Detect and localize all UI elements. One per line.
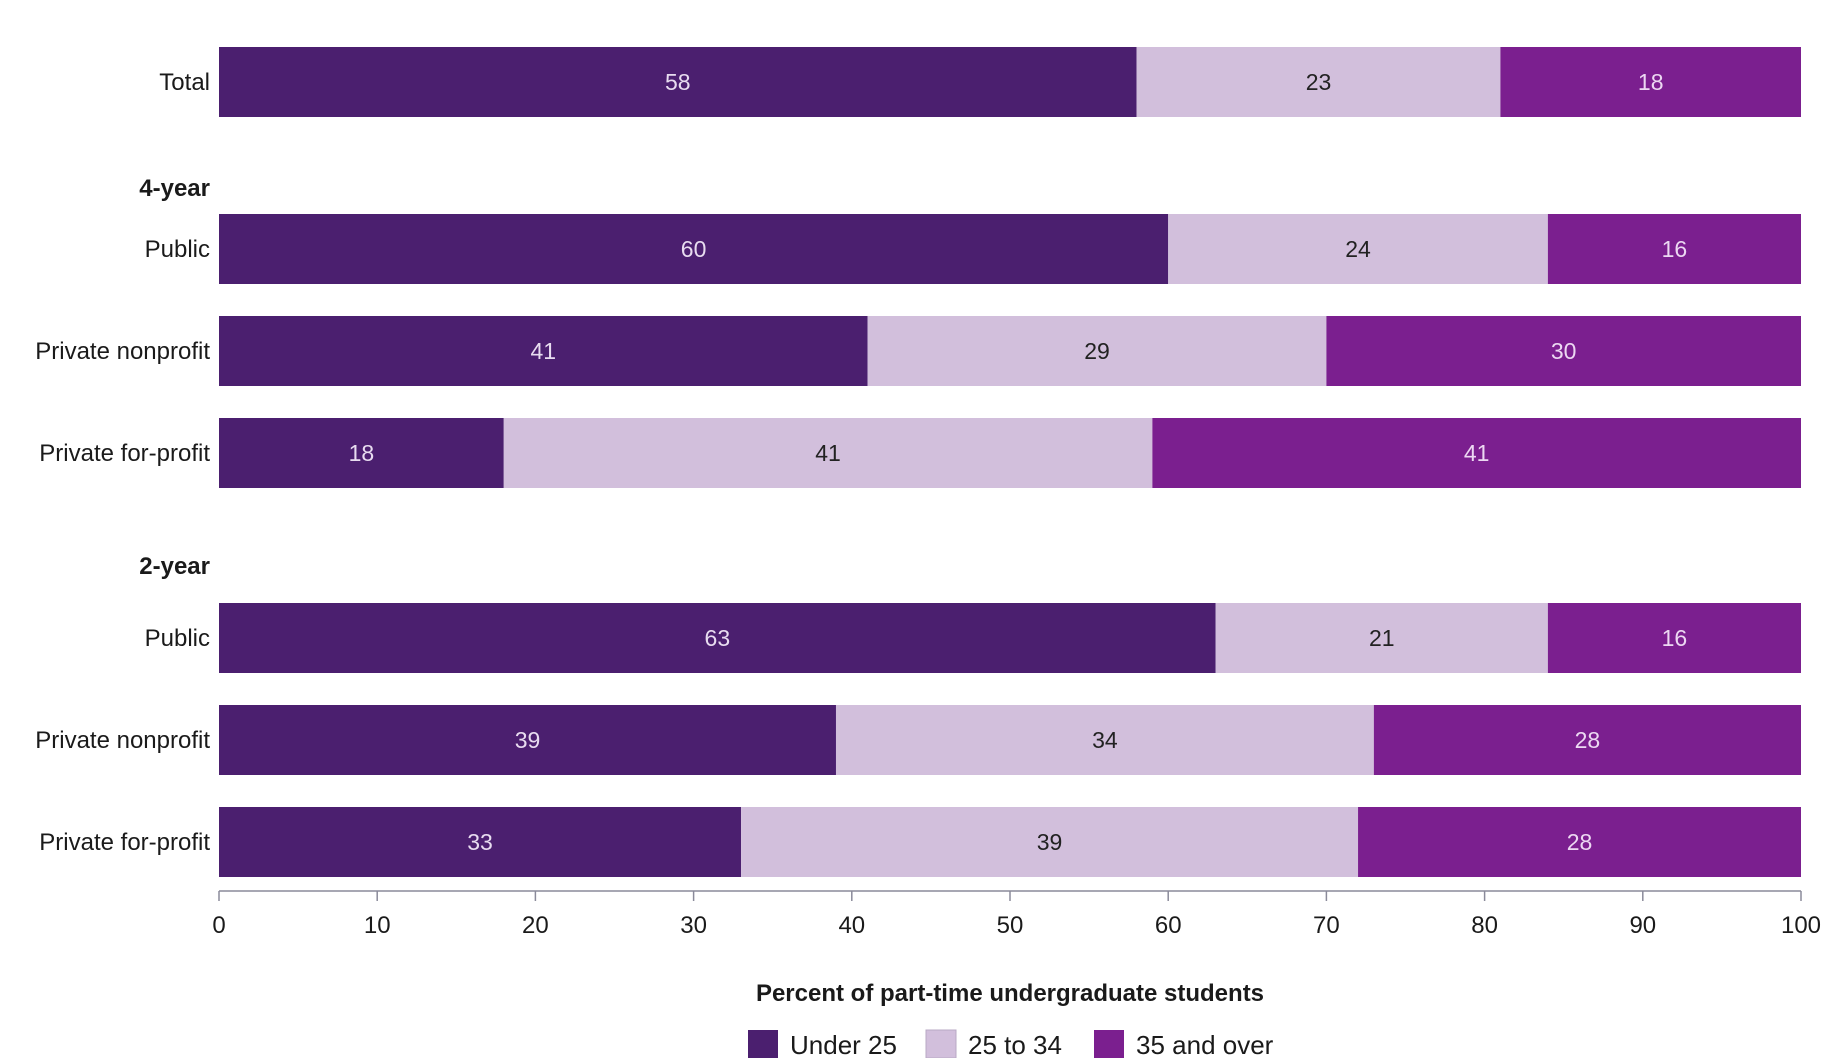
bar-segment [1547, 603, 1801, 673]
x-tick-label: 70 [1313, 912, 1340, 939]
bar-segment [219, 705, 836, 775]
data-label: 16 [1662, 625, 1688, 651]
bar-segment [1215, 603, 1548, 673]
data-label: 39 [1037, 829, 1063, 855]
category-label: Public [145, 236, 210, 263]
x-tick-label: 50 [997, 912, 1024, 939]
bar-segment [219, 214, 1169, 284]
x-tick-label: 90 [1629, 912, 1656, 939]
category-label: Total [159, 69, 210, 96]
x-tick-label: 80 [1471, 912, 1498, 939]
data-label: 58 [665, 69, 691, 95]
x-tick-label: 60 [1155, 912, 1182, 939]
category-label: Private nonprofit [35, 727, 210, 754]
data-label: 28 [1567, 829, 1593, 855]
data-label: 23 [1306, 69, 1332, 95]
bar-segment [1358, 807, 1801, 877]
data-label: 63 [705, 625, 731, 651]
data-label: 33 [467, 829, 493, 855]
data-label: 39 [515, 727, 541, 753]
x-tick-label: 10 [364, 912, 391, 939]
legend-label: 25 to 34 [968, 1030, 1062, 1058]
data-label: 21 [1369, 625, 1395, 651]
legend-swatch [1094, 1030, 1124, 1058]
x-tick-label: 100 [1781, 912, 1821, 939]
data-label: 29 [1084, 338, 1110, 364]
data-label: 41 [815, 440, 841, 466]
bar-segment [1152, 418, 1801, 488]
group-label: 4-year [139, 175, 210, 202]
bar-segment [1500, 47, 1801, 117]
x-tick-label: 20 [522, 912, 549, 939]
bars-layer: 58 23 18 60 24 16 41 29 30 18 41 41 63 21 16 39 34 28 33 39… [219, 47, 1801, 877]
bar-segment [1373, 705, 1801, 775]
data-label: 24 [1345, 236, 1371, 262]
bar-segment [503, 418, 1153, 488]
bar-segment [1136, 47, 1501, 117]
bar-segment [219, 316, 868, 386]
bar-segment [1547, 214, 1801, 284]
bar-segment [219, 47, 1137, 117]
data-label: 16 [1662, 236, 1688, 262]
legend-swatch [925, 1029, 957, 1058]
bar-segment [1168, 214, 1548, 284]
data-label: 18 [1638, 69, 1664, 95]
bar-segment [867, 316, 1327, 386]
bar-segment [219, 603, 1216, 673]
data-label: 41 [531, 338, 557, 364]
legend-label: Under 25 [790, 1030, 897, 1058]
x-tick-label: 30 [680, 912, 707, 939]
data-label: 30 [1551, 338, 1577, 364]
data-label: 34 [1092, 727, 1118, 753]
category-labels: Total 4-year Public Private nonprofit Privat… [35, 69, 210, 856]
data-label: 18 [349, 440, 375, 466]
legend: Under 25 25 to 34 35 and over [748, 1029, 1274, 1058]
legend-swatch [748, 1030, 778, 1058]
bar-segment [219, 418, 504, 488]
bar-segment [219, 807, 742, 877]
x-axis: 0 10 20 30 40 50 60 70 80 90 100 [212, 890, 1821, 939]
data-label: 41 [1464, 440, 1490, 466]
bar-segment [1326, 316, 1801, 386]
bar-segment [835, 705, 1374, 775]
bar-segment [741, 807, 1359, 877]
x-axis-title: Percent of part-time undergraduate stude… [756, 980, 1264, 1007]
x-tick-label: 0 [212, 912, 225, 939]
data-label: 60 [681, 236, 707, 262]
data-label: 28 [1575, 727, 1601, 753]
category-label: Public [145, 625, 210, 652]
legend-label: 35 and over [1136, 1030, 1274, 1058]
category-label: Private for-profit [39, 829, 210, 856]
x-tick-label: 40 [838, 912, 865, 939]
group-label: 2-year [139, 553, 210, 580]
category-label: Private for-profit [39, 440, 210, 467]
category-label: Private nonprofit [35, 338, 210, 365]
